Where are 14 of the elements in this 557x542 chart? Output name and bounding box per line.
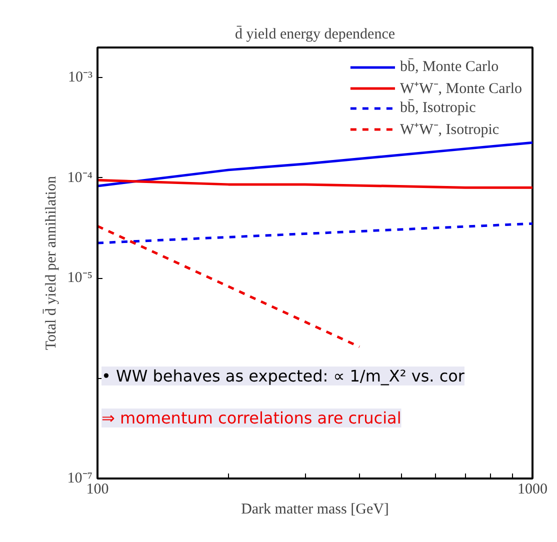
y-axis-title: Total d̄ yield per annihilation bbox=[42, 176, 60, 350]
x-axis-title: Dark matter mass [GeV] bbox=[241, 502, 389, 518]
legend-label: W⁺W⁻, Monte Carlo bbox=[400, 80, 522, 98]
annotation: • WW behaves as expected: ∝ 1/m_X² vs. cor bbox=[102, 366, 465, 386]
x-tick-label: 100 bbox=[86, 482, 109, 498]
legend-label: bb̄, Isotropic bbox=[400, 100, 476, 116]
legend-label: W⁺W⁻, Isotropic bbox=[400, 121, 500, 139]
legend-label: bb̄, Monte Carlo bbox=[400, 58, 499, 76]
y-tick-label: 10⁻⁴ bbox=[67, 170, 93, 186]
annotation: ⇒ momentum correlations are crucial bbox=[102, 408, 402, 428]
chart-title: d̄ yield energy dependence bbox=[234, 25, 396, 42]
y-tick-label: 10⁻³ bbox=[68, 70, 94, 86]
x-tick-label: 1000 bbox=[518, 482, 548, 498]
y-tick-label: 10⁻⁵ bbox=[67, 270, 93, 286]
